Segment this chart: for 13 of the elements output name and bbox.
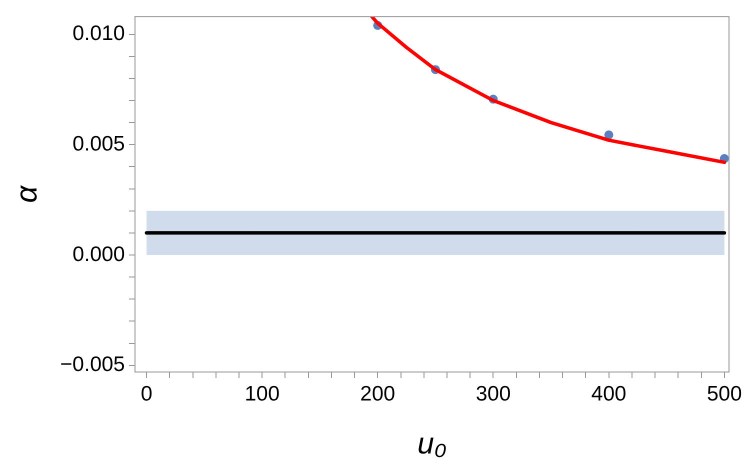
point: [604, 130, 614, 140]
x-tick-label: 200: [360, 382, 396, 406]
x-axis-title: u₀: [417, 427, 447, 460]
x-tick-label: 0: [140, 382, 152, 406]
x-tick-label: 400: [591, 382, 626, 406]
x-tick-label: 100: [244, 382, 280, 406]
y-tick-label: 0.010: [72, 22, 125, 46]
y-axis-title: α: [10, 184, 44, 203]
x-tick-label: 500: [706, 382, 742, 406]
y-tick-label: 0.000: [72, 242, 125, 266]
y-tick-label: 0.005: [72, 132, 125, 156]
x-tick-label: 300: [476, 382, 511, 406]
y-tick-label: −0.005: [60, 353, 125, 376]
